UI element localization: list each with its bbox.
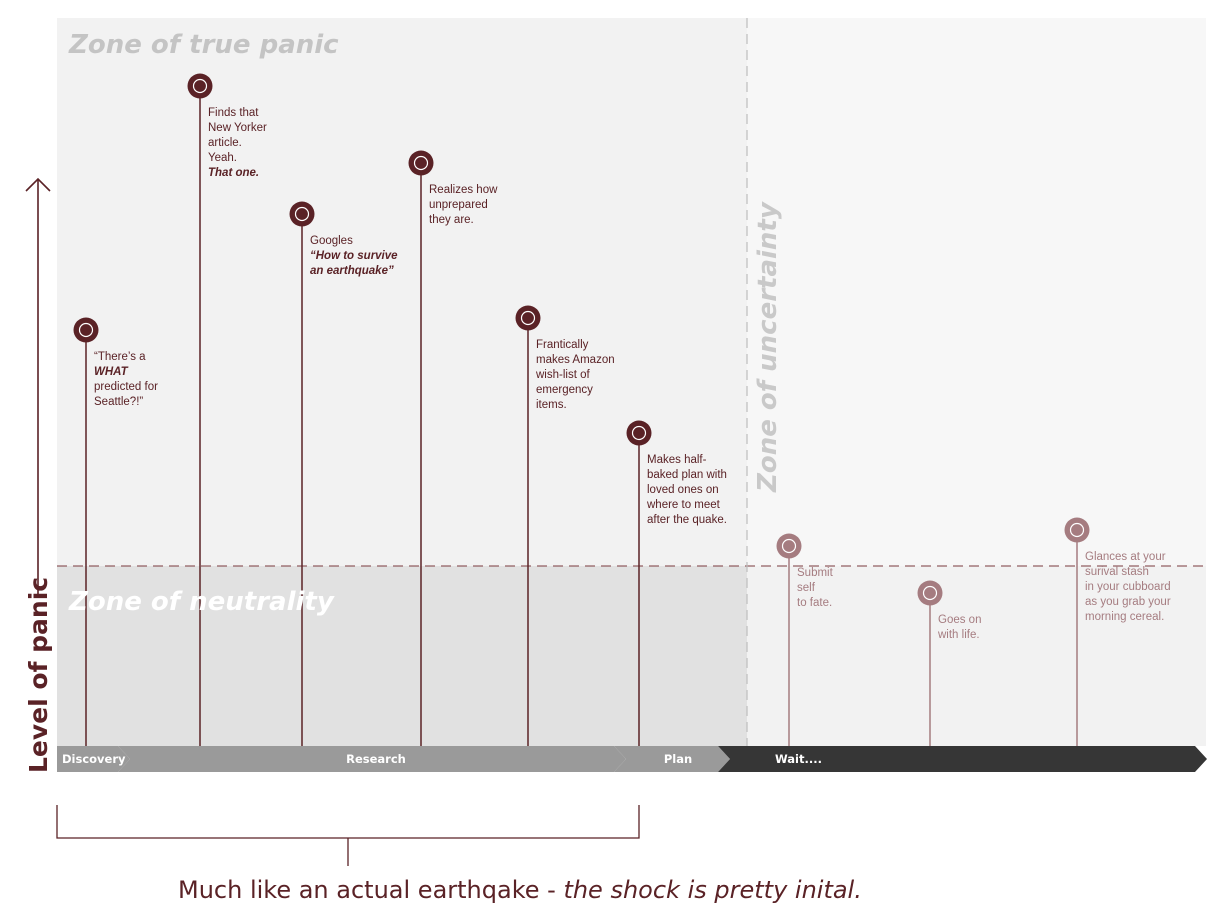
zone-label-panic: Zone of true panic bbox=[68, 30, 339, 60]
event-note-line: Finds that bbox=[208, 107, 259, 119]
event-markers: “There’s a WHAT predicted for Seattle?!” Fin… bbox=[73, 73, 1171, 641]
event-note-line: baked plan with bbox=[647, 469, 727, 481]
stage-discovery bbox=[57, 746, 130, 772]
event-note: Submit self to fate. bbox=[797, 567, 834, 609]
event-note-line: Glances at your bbox=[1085, 551, 1166, 563]
uncertain-lower-background bbox=[747, 566, 1206, 746]
stage-label-wait: Wait.... bbox=[775, 752, 822, 766]
event-note-line: emergency bbox=[536, 384, 593, 396]
caption-plain: Much like an actual earthqake - bbox=[178, 876, 563, 904]
event-note-line: “There’s a bbox=[94, 351, 146, 363]
event-note-line: surival stash bbox=[1085, 566, 1149, 578]
event-note-line: WHAT bbox=[94, 366, 129, 378]
event-marker-ring bbox=[1069, 522, 1085, 538]
event-note-line: Makes half- bbox=[647, 454, 707, 466]
y-axis-title: Level of panic bbox=[24, 577, 53, 773]
event-note-line: items. bbox=[536, 399, 567, 411]
event-note-line: they are. bbox=[429, 214, 474, 226]
event-note: Glances at your surival stash in your cubb… bbox=[1085, 551, 1171, 623]
event-note: Googles “How to survive an earthquake” bbox=[310, 235, 398, 277]
event-note: Frantically makes Amazon wish-list of emerg… bbox=[535, 339, 615, 411]
event-marker-icon bbox=[626, 420, 652, 446]
event-note-line: an earthquake” bbox=[310, 265, 394, 277]
event-note-line: where to meet bbox=[646, 499, 721, 511]
event-marker-icon bbox=[917, 580, 943, 606]
event-marker-ring bbox=[78, 322, 94, 338]
event-marker-ring bbox=[922, 585, 938, 601]
event-note-line: Realizes how bbox=[429, 184, 498, 196]
caption: Much like an actual earthqake - the shoc… bbox=[178, 876, 862, 904]
event-marker-icon bbox=[1064, 517, 1090, 543]
event-note: Realizes how unprepared they are. bbox=[429, 184, 498, 226]
zone-label-uncertainty: Zone of uncertainty bbox=[753, 201, 783, 493]
event-note-line: Seattle?!” bbox=[94, 396, 143, 408]
panic-zone-background bbox=[57, 18, 747, 566]
event-note-line: self bbox=[797, 582, 816, 594]
event-note-line: Submit bbox=[797, 567, 834, 579]
event-note: “There’s a WHAT predicted for Seattle?!” bbox=[94, 351, 158, 408]
event-marker-icon bbox=[408, 150, 434, 176]
event-note-line: predicted for bbox=[94, 381, 158, 393]
event-note-line: with life. bbox=[937, 629, 980, 641]
stage-label-plan: Plan bbox=[664, 752, 692, 766]
stage-bar: Discovery Research Plan Wait.... bbox=[57, 746, 1207, 772]
event-note-line: article. bbox=[208, 137, 242, 149]
event-marker-ring bbox=[781, 538, 797, 554]
event-note-line: as you grab your bbox=[1085, 596, 1171, 608]
event-note-line: unprepared bbox=[429, 199, 488, 211]
event-note: Goes on with life. bbox=[937, 614, 981, 641]
event-note-line: Googles bbox=[310, 235, 353, 247]
event-marker-icon bbox=[187, 73, 213, 99]
event-marker-icon bbox=[289, 201, 315, 227]
caption-italic: the shock is pretty inital. bbox=[563, 876, 861, 904]
event-marker-ring bbox=[413, 155, 429, 171]
event-marker-icon bbox=[515, 305, 541, 331]
y-axis: Level of panic bbox=[24, 177, 53, 773]
event-note-line: That one. bbox=[208, 167, 259, 179]
event-note: Finds that New Yorker article. Yeah. That on… bbox=[208, 107, 267, 179]
event-note-line: morning cereal. bbox=[1085, 611, 1164, 623]
event-marker-ring bbox=[294, 206, 310, 222]
stage-label-research: Research bbox=[346, 752, 406, 766]
event-note-line: Goes on bbox=[938, 614, 981, 626]
event-stems bbox=[85, 97, 1078, 746]
uncertain-zone-background bbox=[747, 18, 1206, 566]
stage-label-discovery: Discovery bbox=[62, 752, 126, 766]
event-note-line: Yeah. bbox=[208, 152, 237, 164]
stage-plan bbox=[614, 746, 730, 772]
y-axis-arrow-icon bbox=[25, 177, 51, 192]
event-note-line: loved ones on bbox=[647, 484, 719, 496]
event-note-line: to fate. bbox=[797, 597, 832, 609]
research-phase-bracket bbox=[56, 805, 640, 866]
event-marker-ring bbox=[520, 310, 536, 326]
event-marker-icon bbox=[776, 533, 802, 559]
event-note-line: in your cubboard bbox=[1085, 581, 1171, 593]
event-marker-ring bbox=[192, 78, 208, 94]
event-note-line: Frantically bbox=[536, 339, 589, 351]
stage-research bbox=[118, 746, 626, 772]
event-marker-ring bbox=[631, 425, 647, 441]
event-note-line: “How to survive bbox=[310, 250, 398, 262]
neutral-zone-background bbox=[57, 566, 747, 746]
stage-wait bbox=[718, 746, 1207, 772]
event-marker-icon bbox=[73, 317, 99, 343]
event-note-line: makes Amazon bbox=[536, 354, 615, 366]
zone-label-neutrality: Zone of neutrality bbox=[68, 587, 335, 617]
event-note: Makes half-baked plan with loved ones on w… bbox=[646, 454, 727, 526]
event-note-line: after the quake. bbox=[647, 514, 727, 526]
event-note-line: wish-list of bbox=[535, 369, 590, 381]
event-note-line: New Yorker bbox=[208, 122, 267, 134]
